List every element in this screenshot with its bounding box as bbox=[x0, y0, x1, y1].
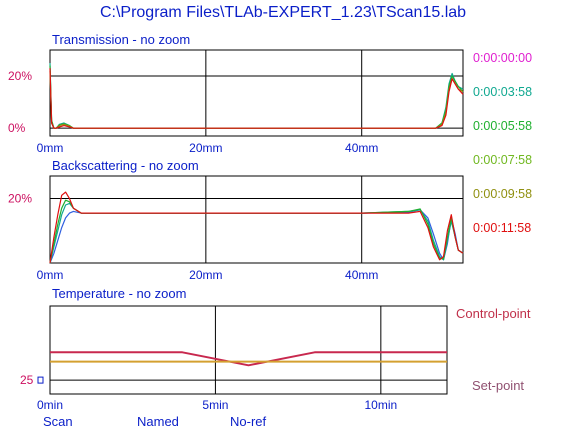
transmission-y-tick-label: 20% bbox=[8, 69, 32, 83]
transmission-x-tick-label: 40mm bbox=[345, 141, 378, 155]
backscattering-y-tick-label: 20% bbox=[8, 192, 32, 206]
legend-entry[interactable]: 0:00:11:58 bbox=[473, 221, 531, 235]
temperature-y-marker bbox=[37, 376, 44, 384]
temperature-x-tick-label: 10min bbox=[364, 398, 397, 412]
backscattering-x-tick-label: 20mm bbox=[189, 268, 222, 282]
transmission-chart-title: Transmission - no zoom bbox=[52, 32, 190, 47]
legend-entry[interactable]: 0:00:09:58 bbox=[473, 187, 532, 201]
temperature-series-line bbox=[50, 351, 447, 367]
backscattering-series-line bbox=[49, 191, 464, 264]
transmission-x-tick-label: 0mm bbox=[37, 141, 64, 155]
backscattering-plot-frame bbox=[49, 175, 464, 264]
temperature-chart-title: Temperature - no zoom bbox=[52, 286, 186, 301]
temperature-x-tick-label: 0min bbox=[37, 398, 63, 412]
backscattering-x-tick-label: 40mm bbox=[345, 268, 378, 282]
temperature-plot-frame bbox=[49, 305, 448, 395]
temperature-y-tick-label: 25 bbox=[20, 373, 34, 387]
backscattering-x-tick-label: 0mm bbox=[37, 268, 64, 282]
backscattering-plot: 0mm 20mm 40mm 20% bbox=[8, 175, 464, 282]
transmission-plot: 0mm 20mm 40mm 0% 20% bbox=[8, 49, 464, 155]
legend-entry[interactable]: 0:00:05:58 bbox=[473, 119, 532, 133]
scan-label[interactable]: Scan bbox=[43, 414, 73, 429]
window-title: C:\Program Files\TLAb-EXPERT_1.23\TScan1… bbox=[100, 4, 466, 21]
backscattering-series-line bbox=[49, 199, 464, 264]
scan-time-legend: 0:00:00:00 0:00:03:58 0:00:05:58 0:00:07:58… bbox=[473, 51, 532, 235]
legend-entry[interactable]: 0:00:07:58 bbox=[473, 153, 532, 167]
transmission-y-tick-label: 0% bbox=[8, 121, 26, 135]
legend-entry[interactable]: 0:00:00:00 bbox=[473, 51, 532, 65]
temperature-plot: 0min 5min 10min 25 bbox=[20, 305, 448, 412]
set-point-label: Set-point bbox=[472, 378, 524, 393]
transmission-series-line bbox=[49, 68, 464, 129]
transmission-x-tick-label: 20mm bbox=[189, 141, 222, 155]
legend-entry[interactable]: 0:00:03:58 bbox=[473, 85, 532, 99]
control-point-label: Control-point bbox=[456, 306, 531, 321]
temperature-x-tick-label: 5min bbox=[202, 398, 228, 412]
backscattering-chart-title: Backscattering - no zoom bbox=[52, 158, 199, 173]
no-ref-label[interactable]: No-ref bbox=[230, 414, 267, 429]
transmission-plot-frame bbox=[49, 49, 464, 137]
named-label[interactable]: Named bbox=[137, 414, 179, 429]
